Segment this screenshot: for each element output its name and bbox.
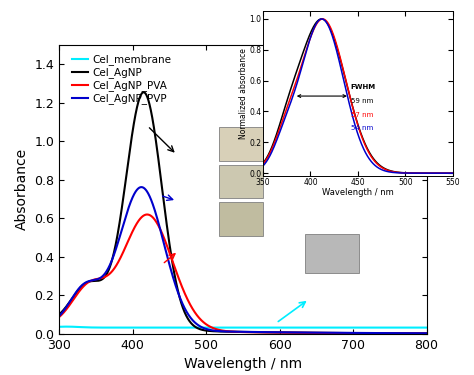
- Cel_AgNP_PVP: [226, 329, 231, 334]
- Line: Cel_membrane: Cel_membrane: [59, 327, 427, 328]
- Cel_membrane: [75, 325, 81, 329]
- Cel_AgNP_PVP: [75, 287, 81, 292]
- Cel_AgNP_PVP: [424, 331, 429, 336]
- FancyBboxPatch shape: [219, 165, 263, 198]
- Cel_AgNP_PVA: [144, 212, 150, 217]
- FancyBboxPatch shape: [305, 234, 359, 273]
- Cel_AgNP: [413, 331, 419, 336]
- Cel_AgNP: [413, 331, 419, 336]
- Cel_AgNP: [56, 312, 62, 316]
- Cel_AgNP_PVA: [413, 331, 419, 336]
- Cel_membrane: [413, 326, 419, 330]
- Line: Cel_AgNP_PVA: Cel_AgNP_PVA: [59, 214, 427, 333]
- Y-axis label: Normalized absorbance: Normalized absorbance: [239, 48, 248, 139]
- Cel_AgNP_PVA: [424, 331, 429, 336]
- X-axis label: Wavelength / nm: Wavelength / nm: [184, 357, 302, 371]
- Cel_AgNP: [235, 330, 241, 334]
- Cel_AgNP_PVP: [346, 331, 352, 335]
- Cel_AgNP_PVA: [75, 291, 81, 295]
- Cel_AgNP: [75, 288, 81, 292]
- Cel_membrane: [168, 326, 174, 330]
- Cel_AgNP_PVA: [226, 329, 231, 334]
- FancyBboxPatch shape: [219, 202, 263, 236]
- Text: 57 nm: 57 nm: [351, 112, 373, 118]
- Cel_AgNP_PVA: [235, 330, 241, 334]
- Line: Cel_AgNP: Cel_AgNP: [59, 92, 427, 333]
- Cel_AgNP: [226, 329, 231, 334]
- Y-axis label: Absorbance: Absorbance: [15, 148, 29, 230]
- Cel_AgNP_PVP: [138, 185, 144, 189]
- Cel_AgNP_PVP: [413, 331, 419, 336]
- Cel_AgNP: [346, 331, 352, 335]
- Cel_AgNP_PVP: [413, 331, 419, 336]
- Line: Cel_AgNP_PVP: Cel_AgNP_PVP: [59, 187, 427, 333]
- Cel_membrane: [236, 326, 241, 330]
- Cel_AgNP_PVA: [413, 331, 419, 336]
- Legend: Cel_membrane, Cel_AgNP, Cel_AgNP_PVA, Cel_AgNP_PVP: Cel_membrane, Cel_AgNP, Cel_AgNP_PVA, Ce…: [68, 50, 175, 108]
- Cel_AgNP: [424, 331, 429, 336]
- Cel_membrane: [226, 326, 231, 330]
- Cel_membrane: [346, 326, 352, 330]
- Cel_AgNP_PVP: [56, 314, 62, 318]
- Text: 59 nm: 59 nm: [351, 98, 373, 104]
- Cel_membrane: [56, 324, 62, 329]
- Cel_AgNP_PVA: [346, 331, 352, 335]
- Cel_membrane: [424, 326, 429, 330]
- Cel_membrane: [413, 326, 419, 330]
- Text: 54 nm: 54 nm: [351, 126, 373, 132]
- Cel_AgNP_PVA: [56, 315, 62, 319]
- FancyBboxPatch shape: [219, 127, 263, 160]
- Cel_membrane: [64, 324, 70, 329]
- Cel_AgNP_PVP: [235, 330, 241, 334]
- X-axis label: Wavelength / nm: Wavelength / nm: [322, 188, 394, 197]
- Cel_AgNP: [141, 90, 146, 94]
- Text: FWHM: FWHM: [351, 84, 376, 90]
